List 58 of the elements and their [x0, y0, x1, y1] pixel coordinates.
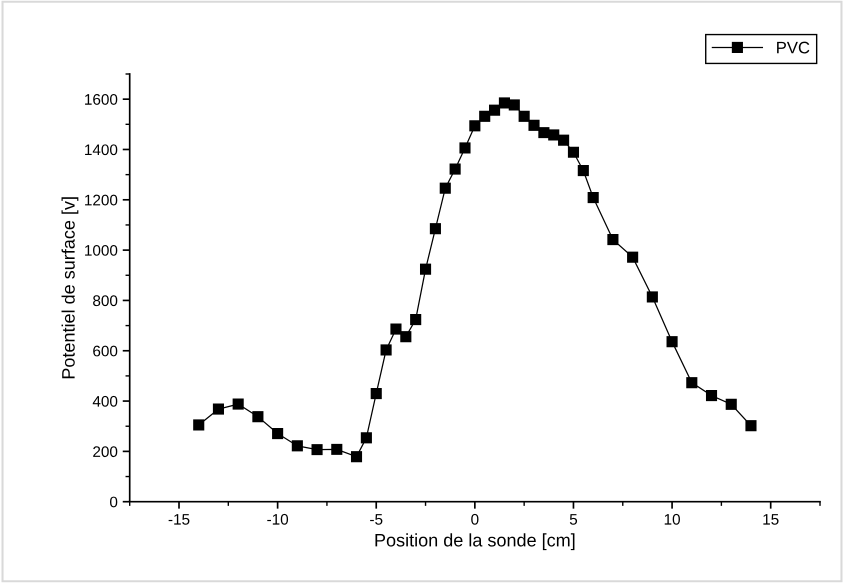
point	[252, 411, 264, 422]
x-tick-label: -10	[267, 514, 288, 525]
y-tick-label: 1000	[85, 244, 118, 256]
point	[578, 165, 589, 176]
point	[588, 192, 599, 204]
x-tick-label: 0	[471, 514, 478, 525]
x-tick-label: 10	[664, 514, 680, 525]
point	[627, 252, 638, 263]
point	[232, 398, 244, 410]
point	[212, 404, 224, 415]
point	[440, 182, 451, 194]
point	[469, 120, 480, 132]
y-tick-label: 1400	[85, 144, 118, 156]
point	[568, 146, 580, 158]
point	[450, 164, 461, 175]
point	[528, 120, 540, 131]
point	[558, 134, 570, 146]
y-tick-label: 800	[93, 295, 118, 306]
point	[193, 419, 204, 431]
y-tick-label: 1200	[85, 194, 118, 206]
point	[420, 264, 432, 275]
point	[390, 324, 402, 335]
point	[380, 344, 392, 356]
point	[518, 110, 530, 122]
point	[666, 336, 678, 348]
point	[686, 377, 698, 388]
point	[360, 432, 372, 444]
y-tick-label: 200	[93, 446, 118, 458]
point	[646, 291, 658, 302]
point	[607, 234, 618, 246]
point	[548, 129, 560, 140]
point	[508, 99, 520, 110]
point	[292, 440, 303, 452]
x-tick-label: -5	[370, 514, 382, 525]
point	[745, 420, 757, 432]
point	[272, 428, 284, 440]
legend-label: PVC	[777, 42, 810, 54]
point	[430, 223, 441, 234]
y-tick-label: 600	[93, 346, 118, 356]
x-tick-label: 15	[763, 514, 779, 525]
point	[350, 451, 362, 462]
point	[331, 444, 342, 455]
x-axis-title: Position de la sonde [cm]	[375, 533, 574, 550]
x-tick-label: 5	[570, 514, 578, 525]
y-tick-label: 400	[92, 396, 118, 407]
y-tick-label: 1600	[85, 94, 118, 105]
point	[459, 142, 471, 154]
point	[400, 331, 412, 342]
point	[479, 110, 490, 122]
point	[706, 390, 718, 402]
point	[410, 314, 422, 326]
y-tick-label: 0	[110, 496, 118, 508]
point	[370, 388, 382, 400]
y-axis-title: Potentiel de surface [v]	[62, 197, 78, 378]
point	[312, 444, 323, 456]
point	[726, 398, 737, 410]
point	[489, 104, 500, 116]
x-tick-label: -15	[168, 514, 190, 525]
